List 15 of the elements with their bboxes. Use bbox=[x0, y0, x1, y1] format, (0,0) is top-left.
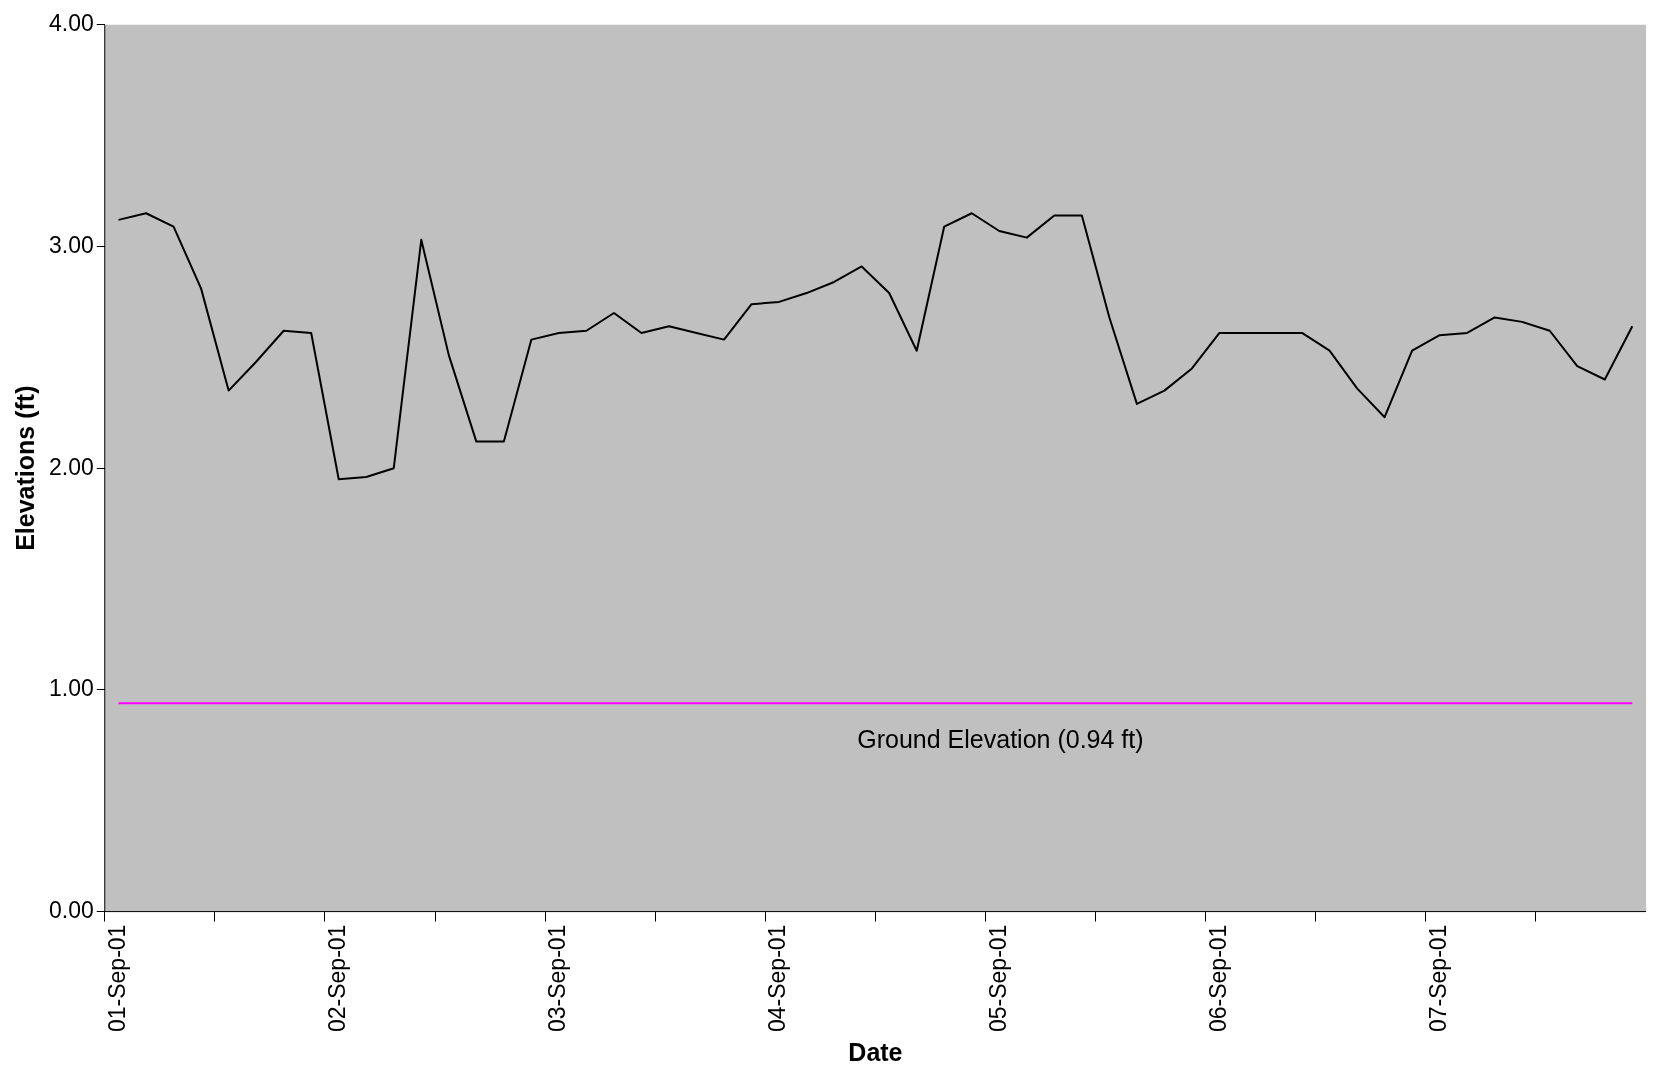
x-tick-label: 05-Sep-01 bbox=[984, 924, 1011, 1033]
x-tick-label: 07-Sep-01 bbox=[1424, 924, 1451, 1033]
y-tick-label: 3.00 bbox=[49, 231, 94, 258]
x-tick-label: 02-Sep-01 bbox=[324, 924, 351, 1033]
y-axis-title: Elevations (ft) bbox=[10, 385, 39, 551]
x-tick-label: 06-Sep-01 bbox=[1204, 924, 1231, 1033]
ref-line-label: Ground Elevation (0.94 ft) bbox=[857, 725, 1144, 754]
y-tick-label: 4.00 bbox=[49, 10, 94, 37]
y-tick-label: 2.00 bbox=[49, 453, 94, 480]
x-tick-label: 04-Sep-01 bbox=[764, 924, 791, 1033]
y-tick-label: 0.00 bbox=[49, 896, 94, 923]
x-tick-label: 01-Sep-01 bbox=[103, 924, 130, 1033]
x-tick-label: 03-Sep-01 bbox=[544, 924, 571, 1033]
y-tick-label: 1.00 bbox=[49, 675, 94, 702]
x-axis-title: Date bbox=[848, 1037, 903, 1066]
